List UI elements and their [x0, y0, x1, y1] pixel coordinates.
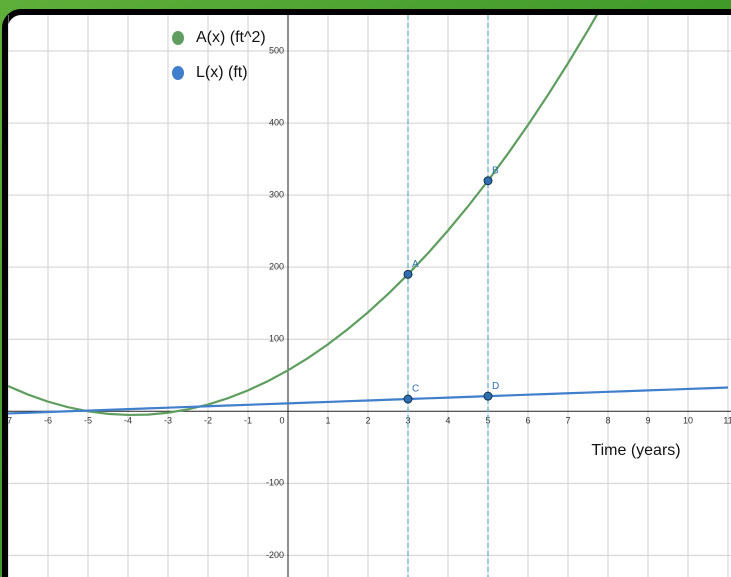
- point-label: B: [492, 165, 499, 176]
- y-tick-label: 400: [269, 117, 284, 127]
- y-tick-label: -200: [266, 550, 284, 560]
- x-tick-label: 10: [683, 416, 693, 426]
- x-tick-label: 9: [645, 416, 650, 426]
- x-tick-label: 6: [525, 416, 530, 426]
- point-label: C: [412, 384, 419, 395]
- x-tick-label: 0: [279, 416, 284, 426]
- x-tick-label: -4: [124, 416, 132, 426]
- x-tick-label: 7: [565, 416, 570, 426]
- x-tick-label: -6: [44, 416, 52, 426]
- x-tick-label: -3: [164, 416, 172, 426]
- x-axis-label: Time (years): [591, 442, 680, 459]
- point: [404, 270, 412, 278]
- point: [484, 177, 492, 185]
- x-tick-label: 8: [605, 416, 610, 426]
- x-tick-label: 2: [365, 416, 370, 426]
- legend-marker: [172, 31, 184, 45]
- x-tick-label: -1: [244, 416, 252, 426]
- y-tick-label: 300: [269, 190, 284, 200]
- y-tick-label: 500: [269, 45, 284, 55]
- y-tick-label: 100: [269, 334, 284, 344]
- point-label: A: [412, 259, 419, 270]
- y-tick-label: -100: [266, 478, 284, 488]
- legend-marker: [172, 66, 184, 80]
- point-label: D: [492, 381, 499, 392]
- point: [484, 392, 492, 400]
- point: [404, 395, 412, 403]
- x-tick-label: 4: [445, 416, 450, 426]
- x-tick-label: -5: [84, 416, 92, 426]
- x-tick-label: 11: [723, 416, 731, 426]
- legend-label: L(x) (ft): [196, 64, 248, 81]
- legend-label: A(x) (ft^2): [196, 29, 266, 46]
- x-tick-label: -2: [204, 416, 212, 426]
- chart: -7-6-5-4-3-2-101234567891011-200-1001002…: [0, 0, 731, 577]
- y-tick-label: 200: [269, 262, 284, 272]
- x-tick-label: 1: [325, 416, 330, 426]
